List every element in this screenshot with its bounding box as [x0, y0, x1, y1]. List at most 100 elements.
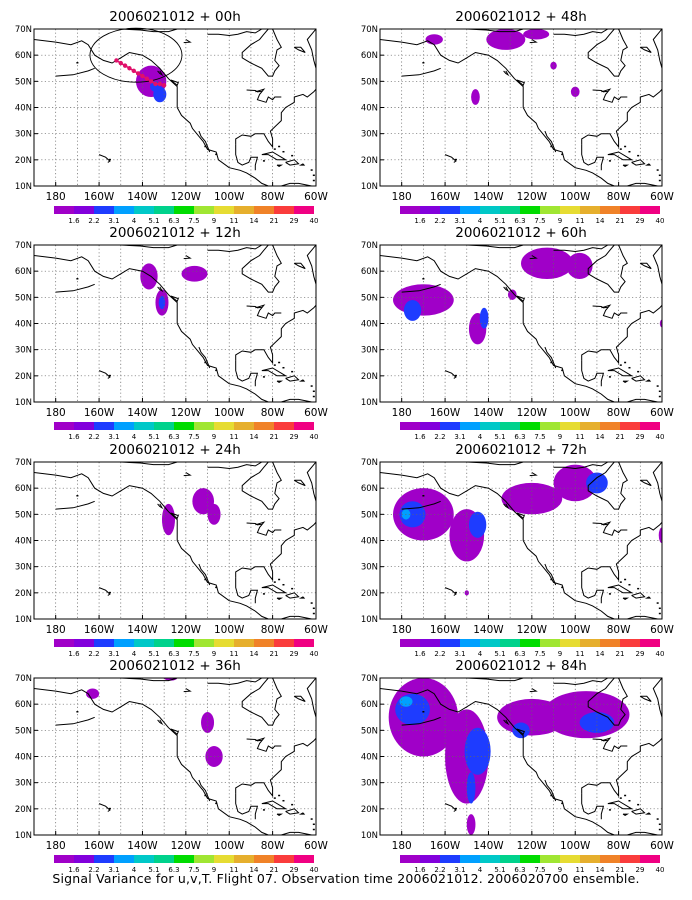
variance-contour [399, 696, 413, 707]
map-panel: 2006021012 + 60h 10N 20N 30N 40N 50N 60N 70N 180… [361, 225, 675, 441]
lat-tick-label: 10N [361, 398, 378, 408]
dropsonde-point [131, 68, 136, 74]
colorbar-swatch [500, 855, 520, 863]
colorbar-swatch [540, 422, 560, 430]
colorbar-swatch [580, 639, 600, 647]
lon-tick-label: 140W [127, 624, 158, 636]
variance-shading [140, 263, 208, 316]
colorbar-label: 1.6 [68, 650, 80, 658]
colorbar-swatch [134, 422, 154, 430]
map-panel: 2006021012 + 00h 10N 20N 30N 40N 50N 60N 70N 180… [15, 9, 329, 225]
map-panel: 2006021012 + 48h 10N 20N 30N 40N 50N 60N 70N 180… [361, 9, 675, 225]
lon-tick-label: 100W [214, 407, 245, 419]
lon-tick-label: 140W [127, 407, 158, 419]
colorbar-label: 21 [616, 650, 625, 658]
colorbar-swatch [620, 855, 640, 863]
variance-shading [425, 29, 580, 105]
lat-tick-label: 70N [361, 25, 378, 35]
colorbar-swatch [500, 422, 520, 430]
lat-tick-label: 20N [361, 589, 378, 599]
colorbar-swatch [94, 206, 114, 214]
lat-tick-label: 50N [361, 726, 378, 736]
colorbar-label: 1.6 [414, 217, 426, 225]
colorbar-label: 5.1 [148, 217, 159, 225]
lat-tick-label: 60N [15, 51, 32, 61]
lon-tick-label: 180 [46, 624, 66, 636]
colorbar-swatch [254, 855, 274, 863]
graticule [34, 678, 316, 835]
graticule [380, 462, 662, 619]
lon-tick-label: 60W [650, 624, 674, 636]
lat-tick-label: 20N [15, 589, 32, 599]
map-panel: 2006021012 + 84h 10N 20N 30N 40N 50N 60N 70N 180… [361, 658, 675, 874]
lat-tick-label: 40N [361, 104, 378, 114]
dropsonde-point [153, 81, 158, 87]
colorbar-swatch [580, 206, 600, 214]
dropsonde-point [161, 83, 167, 88]
colorbar-swatch [520, 422, 540, 430]
colorbar-swatch [620, 639, 640, 647]
colorbar-swatch [440, 639, 460, 647]
colorbar-label: 5.1 [494, 866, 505, 874]
dropsonde-point [135, 71, 141, 76]
colorbar-swatch [134, 206, 154, 214]
colorbar-label: 11 [230, 650, 239, 658]
colorbar-label: 9 [212, 650, 216, 658]
coastline [34, 678, 316, 835]
colorbar-swatch [540, 855, 560, 863]
lat-tick-label: 10N [15, 398, 32, 408]
coastline [380, 678, 662, 835]
lon-tick-label: 180 [46, 407, 66, 419]
lat-tick-label: 60N [361, 700, 378, 710]
colorbar-swatch [500, 206, 520, 214]
lon-tick-label: 160W [84, 407, 115, 419]
lat-tick-label: 30N [361, 779, 378, 789]
colorbar-label: 40 [656, 866, 665, 874]
colorbar-label: 1.6 [68, 866, 80, 874]
colorbar-swatch [520, 639, 540, 647]
colorbar-swatch [540, 206, 560, 214]
lon-tick-label: 140W [127, 191, 158, 203]
graticule [380, 245, 662, 402]
lat-tick-label: 40N [361, 537, 378, 547]
colorbar-label: 14 [596, 433, 605, 441]
lat-tick-label: 50N [15, 293, 32, 303]
colorbar-label: 14 [250, 217, 259, 225]
lon-tick-label: 80W [261, 840, 285, 852]
lat-tick-label: 30N [15, 346, 32, 356]
lat-tick-label: 10N [361, 615, 378, 625]
lon-tick-label: 140W [473, 191, 504, 203]
colorbar-swatch [134, 855, 154, 863]
coastline [34, 245, 316, 402]
colorbar-swatch [400, 206, 420, 214]
colorbar-label: 14 [250, 650, 259, 658]
colorbar-swatch [560, 855, 580, 863]
lon-tick-label: 180 [392, 407, 412, 419]
colorbar-swatch [400, 639, 420, 647]
lat-tick-label: 70N [15, 25, 32, 35]
colorbar-label: 4 [478, 433, 483, 441]
lat-tick-label: 30N [15, 563, 32, 573]
colorbar-label: 7.5 [188, 650, 199, 658]
colorbar-label: 11 [230, 433, 239, 441]
colorbar-label: 21 [270, 433, 279, 441]
lon-tick-label: 80W [261, 191, 285, 203]
colorbar-label: 3.1 [454, 433, 465, 441]
lon-tick-label: 120W [171, 407, 202, 419]
colorbar-label: 1.6 [414, 433, 426, 441]
lon-tick-label: 80W [607, 624, 631, 636]
lon-tick-label: 120W [517, 624, 548, 636]
lon-tick-label: 60W [304, 407, 328, 419]
lon-tick-label: 180 [392, 191, 412, 203]
colorbar-swatch [440, 422, 460, 430]
coastline [380, 462, 662, 619]
colorbar-swatch [154, 206, 174, 214]
colorbar-swatch [254, 639, 274, 647]
lon-tick-label: 100W [560, 624, 591, 636]
lat-tick-label: 60N [361, 267, 378, 277]
lon-tick-label: 180 [392, 624, 412, 636]
colorbar-swatch [600, 639, 620, 647]
colorbar-label: 4 [132, 433, 137, 441]
colorbar-swatch [460, 422, 480, 430]
colorbar-label: 11 [576, 866, 585, 874]
